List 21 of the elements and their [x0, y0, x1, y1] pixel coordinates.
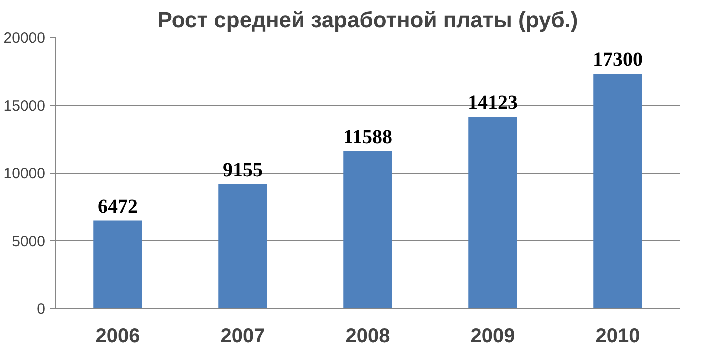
- bar: [94, 220, 142, 308]
- data-label: 17300: [593, 49, 643, 72]
- y-tick-label: 5000: [12, 233, 46, 250]
- data-label: 9155: [223, 159, 263, 182]
- x-tick-label: 2007: [220, 326, 266, 348]
- bar: [594, 74, 642, 308]
- y-tick-label: 15000: [4, 98, 46, 115]
- bar: [468, 117, 518, 308]
- chart-title: Рост средней заработной платы (руб.): [158, 8, 578, 32]
- x-tick-label: 2008: [346, 326, 390, 348]
- bar: [344, 151, 392, 308]
- x-tick-label: 2010: [596, 326, 640, 348]
- data-label: 14123: [468, 92, 518, 114]
- x-tick-label: 2009: [470, 326, 516, 348]
- y-tick-label: 0: [37, 301, 46, 318]
- y-tick-label: 10000: [4, 166, 46, 182]
- y-tick-label: 20000: [4, 30, 46, 47]
- x-tick-label: 2006: [96, 326, 140, 348]
- data-label: 11588: [344, 126, 392, 148]
- data-label: 6472: [98, 196, 138, 218]
- bar: [218, 184, 268, 308]
